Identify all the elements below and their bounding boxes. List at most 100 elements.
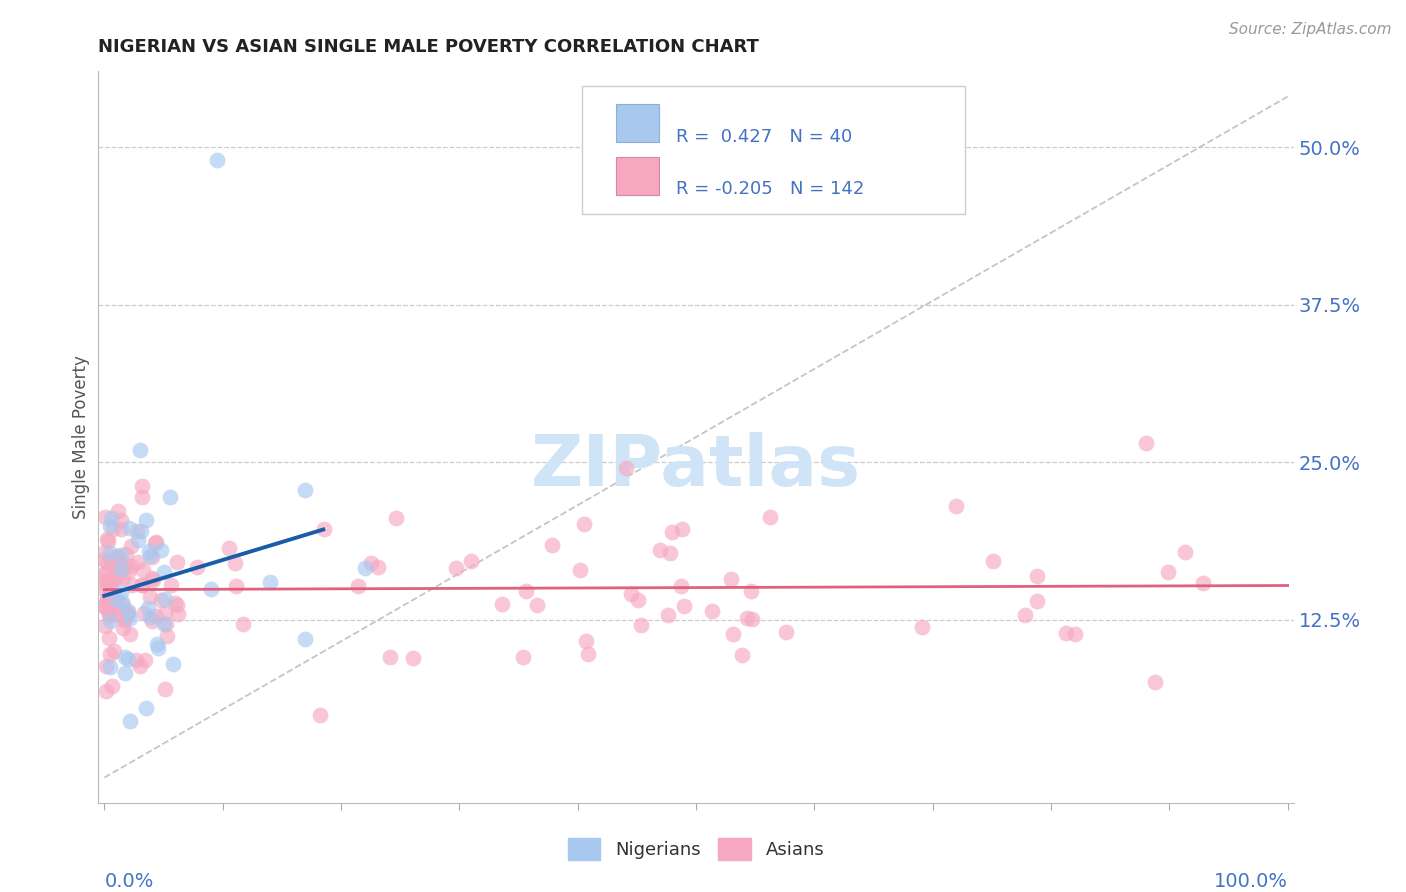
Point [360, 556, 382, 570]
Point [294, 483, 316, 497]
Point [153, 606, 176, 620]
Point [107, 551, 129, 566]
Point [98, 631, 121, 645]
Point [104, 567, 127, 582]
Point [129, 658, 152, 673]
Point [166, 599, 188, 613]
Point [96, 577, 118, 591]
Point [103, 644, 125, 658]
Point [150, 543, 173, 558]
Point [669, 579, 692, 593]
Point [112, 571, 135, 585]
Point [100, 554, 122, 568]
Point [96, 595, 118, 609]
Point [512, 649, 534, 664]
Point [775, 625, 797, 640]
Point [94, 659, 117, 673]
Point [134, 653, 156, 667]
Point [294, 632, 316, 646]
Point [105, 595, 128, 609]
Point [142, 573, 165, 587]
Point [145, 535, 167, 549]
Point [911, 620, 934, 634]
Point [735, 611, 758, 625]
Point [110, 513, 132, 527]
Point [145, 609, 167, 624]
Point [741, 612, 763, 626]
Point [308, 707, 330, 722]
Point [150, 593, 173, 607]
Point [114, 611, 136, 625]
Point [93, 553, 115, 567]
Point [661, 524, 683, 539]
Point [104, 600, 127, 615]
Point [1054, 625, 1077, 640]
Point [125, 524, 148, 539]
Point [759, 509, 782, 524]
Point [721, 626, 744, 640]
Point [1025, 569, 1047, 583]
Point [94, 509, 117, 524]
Point [541, 538, 564, 552]
Point [96, 556, 118, 570]
Point [127, 533, 149, 547]
Point [117, 606, 139, 620]
Point [114, 558, 136, 573]
Point [94, 599, 117, 614]
Point [97, 608, 120, 623]
Point [100, 546, 122, 560]
Point [110, 585, 132, 599]
Point [107, 504, 129, 518]
Point [572, 517, 595, 532]
Point [225, 579, 247, 593]
Point [131, 479, 153, 493]
Text: Source: ZipAtlas.com: Source: ZipAtlas.com [1229, 22, 1392, 37]
Point [1014, 608, 1036, 623]
Point [673, 599, 696, 613]
Point [740, 583, 762, 598]
Point [96, 593, 118, 607]
Point [93, 618, 115, 632]
Text: R =  0.427   N = 40: R = 0.427 N = 40 [676, 128, 852, 146]
Point [115, 547, 138, 561]
Point [139, 549, 162, 564]
Point [98, 614, 121, 628]
Point [659, 546, 682, 560]
Point [205, 153, 228, 167]
Point [131, 578, 153, 592]
Point [111, 594, 134, 608]
Point [129, 442, 152, 457]
Point [107, 555, 129, 569]
Bar [616, 104, 659, 142]
Text: ZIPatlas: ZIPatlas [531, 432, 860, 500]
Point [105, 553, 128, 567]
Point [120, 611, 142, 625]
Point [146, 637, 169, 651]
Point [156, 629, 179, 643]
Point [671, 523, 693, 537]
Point [111, 598, 134, 612]
Point [97, 607, 120, 621]
Point [1064, 627, 1087, 641]
Point [127, 556, 149, 570]
Point [141, 614, 163, 628]
Point [98, 659, 121, 673]
Point [515, 583, 537, 598]
Point [114, 650, 136, 665]
Point [153, 616, 176, 631]
Point [616, 461, 638, 475]
Point [97, 534, 120, 549]
Point [100, 679, 122, 693]
Point [259, 575, 281, 590]
Point [575, 633, 598, 648]
Point [569, 563, 592, 577]
Point [141, 571, 163, 585]
Point [111, 621, 134, 635]
Point [1174, 544, 1197, 558]
Point [97, 588, 120, 602]
Point [1026, 594, 1049, 608]
Point [152, 565, 174, 579]
Point [444, 561, 467, 575]
Bar [616, 157, 659, 195]
Point [143, 536, 166, 550]
